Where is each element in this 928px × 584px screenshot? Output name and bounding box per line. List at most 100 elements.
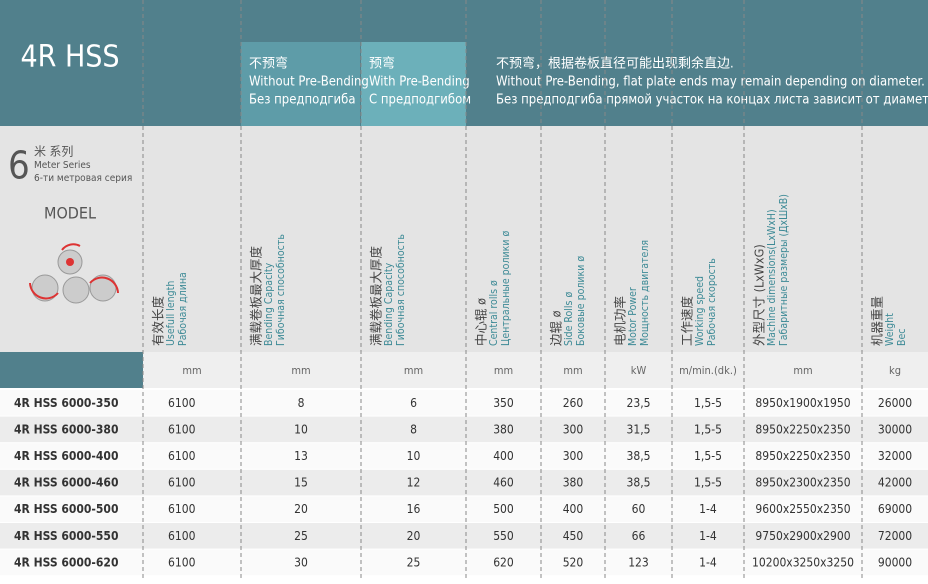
cell: 380	[563, 476, 584, 490]
row-background	[0, 443, 928, 469]
cell: 260	[563, 396, 584, 410]
cell: 26000	[878, 396, 912, 410]
no-prebend-box	[241, 42, 360, 126]
column-header: Weight	[884, 313, 896, 346]
row-background	[0, 416, 928, 443]
cell: 6100	[168, 502, 196, 516]
column-header: Central rolls ø	[488, 280, 500, 346]
model-name: 4R HSS 6000-380	[14, 422, 118, 436]
cell: 8	[410, 422, 417, 436]
column-header: 工作速度	[680, 295, 695, 346]
model-name: 4R HSS 6000-550	[14, 529, 118, 543]
cell: 20	[294, 502, 308, 516]
cell: 30	[294, 555, 308, 569]
cell: 12	[407, 476, 421, 490]
unit-label: mm	[404, 364, 423, 377]
column-header: Usefull length	[165, 281, 177, 346]
roll-icon	[29, 243, 119, 304]
cell: 38,5	[626, 449, 650, 463]
cell: 10	[294, 422, 308, 436]
row-background	[0, 390, 928, 416]
column-header: Габаритные размеры (ДxШxВ)	[778, 194, 790, 346]
cell: 9600x2550x2350	[755, 502, 850, 516]
title: 4R HSS	[20, 40, 119, 75]
column-header: Центральные ролики ø	[500, 231, 512, 346]
column-header: Working speed	[694, 276, 706, 346]
cell: 20	[407, 529, 421, 543]
model-label: MODEL	[44, 204, 96, 223]
cell: 10	[407, 449, 421, 463]
cell: 90000	[878, 555, 912, 569]
unit-label: m/min.(dk.)	[679, 364, 737, 377]
cell: 6100	[168, 476, 196, 490]
column-header: 满载卷板最大厚度	[249, 245, 264, 346]
unit-label: kg	[889, 364, 901, 377]
cell: 450	[563, 529, 584, 543]
cell: 9750x2900x2900	[755, 529, 850, 543]
column-header: Рабочая скорость	[706, 258, 718, 346]
column-header: Bending Capacity	[383, 262, 395, 346]
column-header: 外型尺寸 (LxWxG)	[752, 244, 767, 346]
model-name: 4R HSS 6000-460	[14, 476, 118, 490]
column-header: Гибочная способность	[395, 234, 407, 346]
column-header: Bending Capacity	[263, 262, 275, 346]
cell: 8	[298, 396, 305, 410]
column-header: Рабочая длина	[177, 272, 189, 346]
cell: 123	[628, 555, 649, 569]
cell: 6100	[168, 555, 196, 569]
cell: 620	[493, 555, 514, 569]
series-line: 6-ти метровая серия	[34, 173, 132, 184]
cell: 1-4	[699, 502, 717, 516]
column-header: 电机功率	[613, 296, 628, 346]
column-header: Гибочная способность	[275, 234, 287, 346]
cell: 10200x3250x3250	[752, 555, 854, 569]
grid-lines	[142, 0, 863, 580]
cell: 520	[563, 555, 584, 569]
no-prebend-label: Without Pre-Bending	[249, 75, 369, 90]
cell: 550	[493, 529, 514, 543]
column-header: Side Rolls ø	[563, 292, 575, 346]
cell: 6100	[168, 396, 196, 410]
cell: 16	[407, 502, 421, 516]
row-background	[0, 496, 928, 522]
series-line: 米 系列	[34, 145, 73, 159]
cell: 300	[563, 422, 584, 436]
prebend-box	[361, 42, 466, 126]
prebend-label: 预弯	[369, 56, 395, 72]
cell: 15	[294, 476, 308, 490]
cell: 13	[294, 449, 308, 463]
cell: 31,5	[626, 422, 650, 436]
cell: 6100	[168, 449, 196, 463]
cell: 6	[410, 396, 417, 410]
cell: 6100	[168, 422, 196, 436]
unit-label: kW	[631, 364, 647, 377]
cell: 8950x2250x2350	[755, 449, 850, 463]
unit-label: mm	[291, 364, 310, 377]
cell: 1,5-5	[694, 476, 722, 490]
cell: 69000	[878, 502, 912, 516]
cell: 30000	[878, 422, 912, 436]
no-prebend-label: Без предподгиба	[249, 93, 356, 108]
column-header: 满载卷板最大厚度	[369, 245, 384, 346]
series-number: 6	[8, 144, 30, 188]
unit-label: mm	[563, 364, 582, 377]
column-header-band	[0, 126, 928, 352]
unit-corner	[0, 352, 143, 388]
note-line: Without Pre-Bending, flat plate ends may…	[496, 75, 925, 90]
note-line: Без предподгиба прямой участок на концах…	[496, 93, 928, 108]
row-background	[0, 523, 928, 549]
model-name: 4R HSS 6000-350	[14, 396, 118, 410]
column-header: 有效长度	[151, 295, 166, 346]
column-header: 机器重量	[870, 296, 885, 346]
cell: 25	[294, 529, 308, 543]
cell: 400	[493, 449, 514, 463]
no-prebend-label: 不预弯	[249, 56, 288, 72]
column-header: Вес	[896, 329, 908, 347]
column-header: 边辊 ø	[549, 310, 564, 346]
cell: 8950x2300x2350	[755, 476, 850, 490]
column-header: Мощность двигателя	[639, 240, 651, 346]
prebend-label: С предподгибом	[369, 93, 471, 108]
cell: 6100	[168, 529, 196, 543]
cell: 23,5	[626, 396, 650, 410]
cell: 300	[563, 449, 584, 463]
